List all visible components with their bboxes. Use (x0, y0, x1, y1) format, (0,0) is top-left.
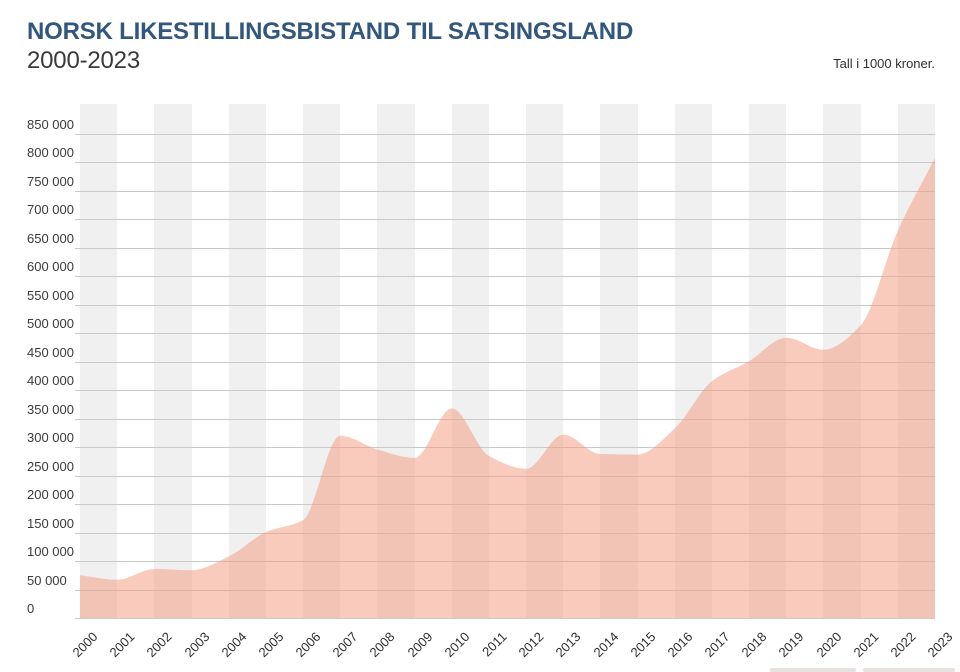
y-axis-label: 550 000 (27, 287, 74, 303)
y-axis-label: 0 (27, 601, 35, 616)
grid-line (75, 247, 935, 249)
grid-line (75, 304, 935, 306)
chart-subtitle: 2000-2023 (27, 47, 140, 74)
grid-line (75, 618, 935, 619)
grid-line (75, 390, 935, 392)
grid-line (75, 447, 935, 449)
grid-line (75, 190, 935, 192)
y-axis-label: 800 000 (27, 145, 74, 161)
y-axis-label: 750 000 (27, 173, 74, 189)
cropped-content-fragment (863, 668, 955, 672)
unit-note: Tall i 1000 kroner. (833, 56, 935, 71)
cropped-content-fragment (770, 668, 856, 672)
y-axis-label: 400 000 (27, 373, 74, 389)
y-axis-label: 450 000 (27, 344, 74, 360)
year-stripe (80, 104, 118, 618)
chart-title: NORSK LIKESTILLINGSBISTAND TIL SATSINGSL… (27, 18, 634, 45)
y-axis-label: 250 000 (27, 458, 74, 474)
year-stripe (228, 104, 266, 618)
y-axis-label: 200 000 (27, 487, 74, 503)
y-axis-label: 500 000 (27, 316, 74, 332)
grid-line (75, 276, 935, 278)
y-axis-label: 850 000 (27, 117, 74, 132)
grid-line (75, 333, 935, 335)
area-path (80, 157, 935, 618)
y-axis-label: 50 000 (27, 572, 67, 588)
y-axis-label: 300 000 (27, 430, 74, 446)
y-axis-label: 700 000 (27, 202, 74, 218)
grid-line (75, 361, 935, 363)
y-axis-label: 650 000 (27, 230, 74, 246)
y-axis-label: 150 000 (27, 515, 74, 531)
y-axis-label: 350 000 (27, 401, 74, 417)
grid-line (75, 162, 935, 164)
grid-line (75, 134, 935, 135)
grid-line (75, 219, 935, 221)
grid-line (75, 418, 935, 420)
y-axis-label: 100 000 (27, 544, 74, 560)
y-axis-label: 600 000 (27, 259, 74, 275)
year-stripe (154, 104, 192, 618)
